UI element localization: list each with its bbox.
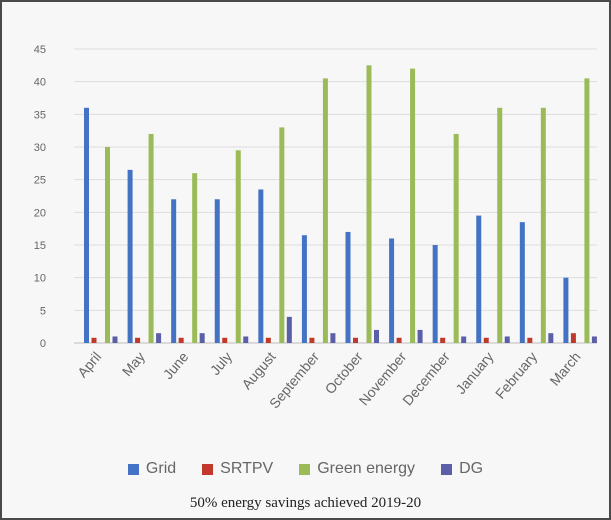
bar-dg-august — [286, 316, 292, 343]
bar-green-energy-august — [279, 127, 285, 344]
y-tick-label: 5 — [40, 305, 46, 317]
bar-srtpv-april — [91, 337, 97, 343]
bar-srtpv-july — [222, 337, 228, 343]
bar-dg-november — [417, 329, 423, 343]
bar-chart: 0 5 10 15 20 25 30 35 40 45 April May June July Augus… — [34, 44, 597, 411]
bar-grid-august — [258, 189, 264, 343]
legend-label: SRTPV — [220, 460, 274, 477]
legend: Grid SRTPV Green energy DG — [2, 460, 609, 478]
bar-srtpv-november — [396, 337, 402, 343]
legend-swatch — [202, 463, 214, 475]
bar-grid-june — [171, 199, 177, 343]
bar-grid-april — [84, 107, 89, 343]
bar-srtpv-december — [440, 337, 446, 343]
bar-dg-april — [112, 336, 118, 343]
bar-green-energy-january — [497, 107, 503, 343]
x-tick-label: January — [452, 349, 496, 397]
legend-label: DG — [459, 460, 484, 477]
bar-green-energy-february — [540, 107, 546, 343]
bar-dg-july — [243, 336, 249, 343]
legend-item-srtpv: SRTPV — [202, 460, 273, 478]
x-tick-label: February — [492, 349, 540, 402]
bar-green-energy-may — [148, 133, 154, 343]
bar-dg-may — [156, 333, 162, 343]
bar-green-energy-june — [192, 173, 198, 343]
bar-green-energy-november — [410, 68, 416, 343]
gridlines — [74, 48, 597, 344]
y-tick-label: 20 — [34, 207, 46, 219]
x-tick-label: July — [207, 349, 235, 378]
x-tick-label: August — [238, 349, 278, 393]
bar-grid-march — [563, 277, 569, 343]
legend-item-dg: DG — [441, 460, 483, 478]
bar-dg-october — [374, 329, 379, 343]
bar-green-energy-march — [584, 78, 590, 344]
legend-label: Grid — [145, 460, 177, 477]
bar-grid-february — [519, 222, 525, 343]
x-tick-label: June — [160, 348, 192, 382]
bar-dg-march — [591, 336, 597, 343]
x-tick-label: April — [74, 349, 104, 381]
bar-grid-november — [389, 238, 395, 343]
y-tick-label: 0 — [40, 338, 46, 350]
bar-dg-january — [504, 336, 510, 343]
bar-grid-september — [301, 235, 307, 343]
y-tick-label: 45 — [34, 44, 46, 56]
x-tick-label: May — [119, 349, 148, 380]
bar-srtpv-august — [265, 337, 271, 343]
bar-green-energy-september — [322, 78, 328, 344]
legend-swatch — [299, 463, 311, 475]
bar-dg-september — [330, 333, 336, 343]
bars — [84, 65, 597, 344]
legend-swatch — [127, 463, 139, 475]
bar-dg-june — [199, 333, 205, 343]
bar-srtpv-may — [135, 337, 141, 343]
y-tick-label: 35 — [34, 109, 46, 121]
y-tick-label: 10 — [34, 273, 46, 285]
y-tick-label: 30 — [34, 142, 46, 154]
legend-swatch — [441, 463, 453, 475]
y-axis: 0 5 10 15 20 25 30 35 40 45 — [34, 44, 597, 350]
bar-srtpv-june — [178, 337, 184, 343]
bar-green-energy-october — [366, 65, 372, 344]
bar-grid-january — [476, 215, 482, 343]
bar-green-energy-december — [453, 133, 459, 343]
bar-srtpv-march — [570, 333, 576, 343]
y-tick-label: 40 — [34, 77, 46, 89]
bar-srtpv-february — [527, 337, 533, 343]
bar-green-energy-july — [235, 150, 241, 343]
legend-label: Green energy — [317, 460, 416, 477]
x-tick-label: March — [546, 349, 583, 389]
bar-dg-february — [548, 333, 554, 343]
legend-item-green-energy: Green energy — [299, 460, 415, 478]
bar-grid-july — [214, 199, 220, 343]
bar-srtpv-september — [309, 337, 315, 343]
y-tick-label: 15 — [34, 240, 46, 252]
bar-srtpv-october — [353, 337, 358, 343]
y-tick-label: 25 — [34, 175, 46, 187]
bar-grid-may — [127, 169, 133, 343]
bar-grid-december — [432, 245, 438, 343]
legend-item-grid: Grid — [127, 460, 177, 478]
bar-srtpv-january — [483, 337, 489, 343]
bar-dg-december — [461, 336, 467, 343]
x-tick-label: October — [322, 348, 366, 397]
bar-grid-october — [345, 231, 351, 343]
bar-green-energy-april — [105, 147, 110, 343]
chart-caption: 50% energy savings achieved 2019-20 — [189, 495, 422, 511]
